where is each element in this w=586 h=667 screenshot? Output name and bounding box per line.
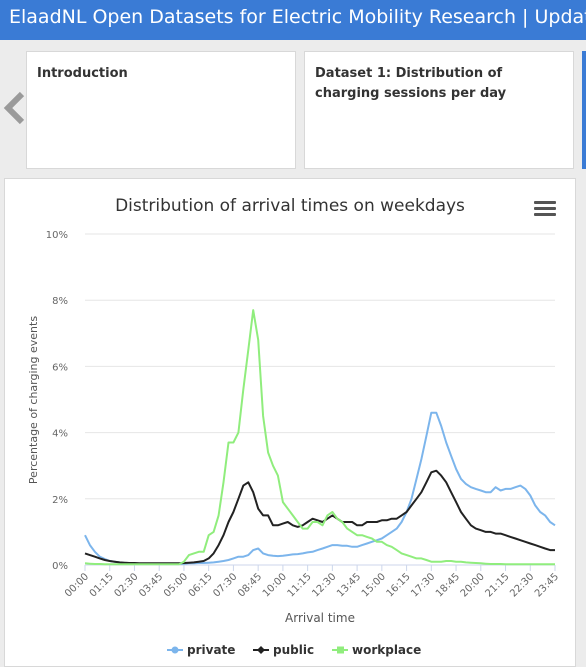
- card-title: Introduction: [37, 66, 128, 81]
- card-introduction[interactable]: Introduction: [26, 51, 296, 169]
- card-title: Dataset 1: Distribution of charging sess…: [315, 66, 507, 101]
- card-dataset-1[interactable]: Dataset 1: Distribution of charging sess…: [304, 51, 574, 169]
- app-header: ElaadNL Open Datasets for Electric Mobil…: [0, 0, 586, 40]
- chart-panel: [4, 178, 576, 667]
- hamburger-menu-icon[interactable]: [534, 201, 556, 219]
- scroll-indicator: [582, 51, 586, 169]
- app-title: ElaadNL Open Datasets for Electric Mobil…: [9, 6, 586, 28]
- chevron-left-icon[interactable]: [2, 88, 28, 128]
